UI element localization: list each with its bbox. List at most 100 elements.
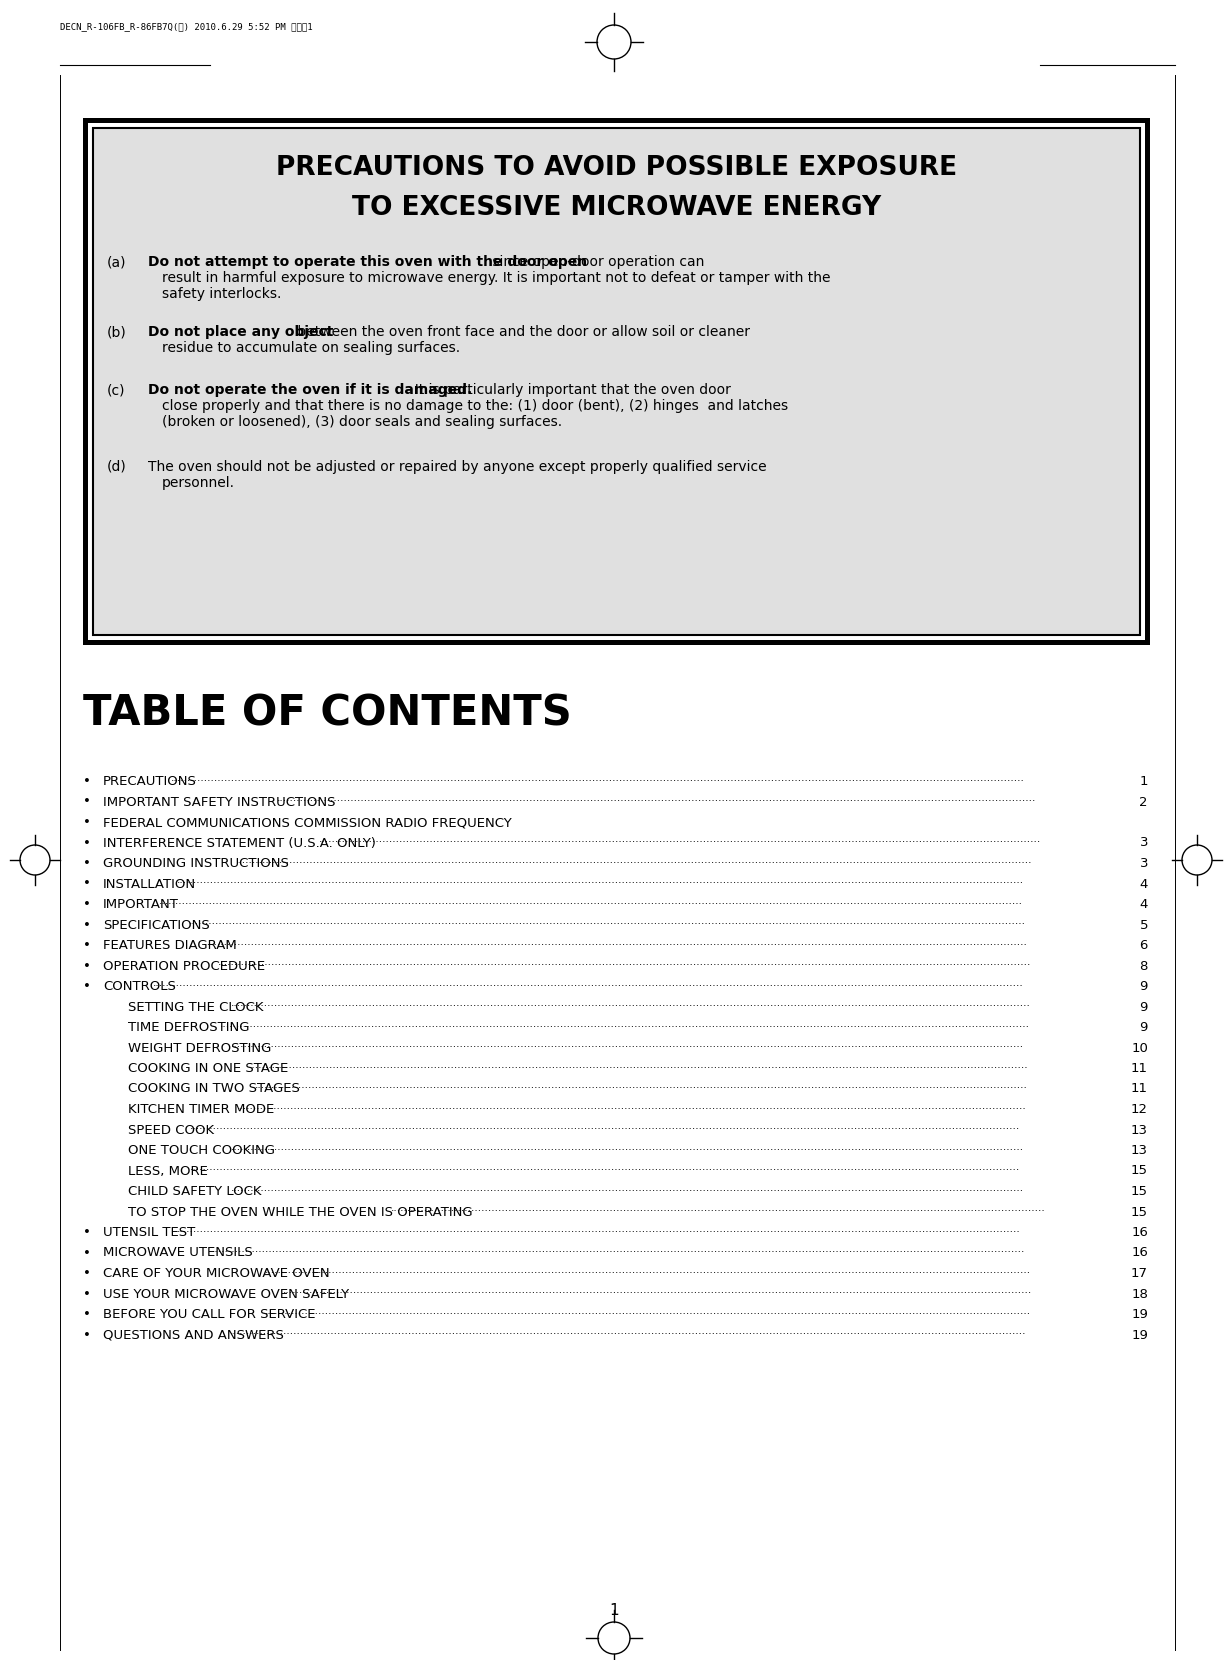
Text: KITCHEN TIMER MODE: KITCHEN TIMER MODE [128,1102,274,1116]
Text: 16: 16 [1131,1227,1148,1238]
Text: •: • [84,1328,91,1341]
Text: •: • [84,1267,91,1280]
Text: •: • [84,1308,91,1321]
Text: 3: 3 [1139,857,1148,870]
Text: Do not operate the oven if it is damaged.: Do not operate the oven if it is damaged… [147,383,472,397]
Text: 2: 2 [1139,795,1148,808]
Text: ················································································: ········································… [391,1207,1046,1217]
Text: 1: 1 [610,1602,619,1617]
Text: CONTROLS: CONTROLS [103,979,176,993]
Text: ················································································: ········································… [249,1062,1029,1072]
Text: TO EXCESSIVE MICROWAVE ENERGY: TO EXCESSIVE MICROWAVE ENERGY [351,194,881,221]
Text: UTENSIL TEST: UTENSIL TEST [103,1227,195,1238]
Text: 15: 15 [1131,1185,1148,1199]
Text: 1: 1 [1139,775,1148,788]
Text: (d): (d) [107,460,127,475]
Text: Do not attempt to operate this oven with the door open: Do not attempt to operate this oven with… [147,256,587,269]
Text: •: • [84,1227,91,1238]
Text: ················································································: ········································… [231,1145,1025,1155]
Text: result in harmful exposure to microwave energy. It is important not to defeat or: result in harmful exposure to microwave … [162,271,831,286]
Text: SETTING THE CLOCK: SETTING THE CLOCK [128,1001,263,1014]
Bar [93,128,1141,636]
Text: 4: 4 [1139,898,1148,911]
Text: The oven should not be adjusted or repaired by anyone except properly qualified : The oven should not be adjusted or repai… [147,460,767,475]
Text: ················································································: ········································… [237,1104,1027,1114]
Text: 6: 6 [1139,940,1148,951]
Text: ONE TOUCH COOKING: ONE TOUCH COOKING [128,1144,275,1157]
Text: 3: 3 [1139,837,1148,850]
Text: residue to accumulate on sealing surfaces.: residue to accumulate on sealing surface… [162,340,460,355]
Text: •: • [84,959,91,973]
Text: 9: 9 [1139,1021,1148,1034]
Text: close properly and that there is no damage to the: (1) door (bent), (2) hinges  : close properly and that there is no dama… [162,398,788,413]
Text: ················································································: ········································… [190,1124,1020,1134]
Text: COOKING IN TWO STAGES: COOKING IN TWO STAGES [128,1082,300,1096]
Text: ················································································: ········································… [190,1165,1020,1175]
Text: ················································································: ········································… [230,1330,1026,1340]
Text: •: • [84,940,91,951]
Text: 5: 5 [1139,918,1148,931]
Text: (b): (b) [107,325,127,339]
Text: ················································································: ········································… [231,1185,1025,1195]
Text: 10: 10 [1131,1041,1148,1054]
Text: SPEED COOK: SPEED COOK [128,1124,214,1137]
Text: •: • [84,1247,91,1260]
Text: TIME DEFROSTING: TIME DEFROSTING [128,1021,249,1034]
Text: 16: 16 [1131,1247,1148,1260]
Text: BEFORE YOU CALL FOR SERVICE: BEFORE YOU CALL FOR SERVICE [103,1308,316,1321]
Text: COOKING IN ONE STAGE: COOKING IN ONE STAGE [128,1062,289,1076]
Text: 19: 19 [1131,1328,1148,1341]
Text: ················································································: ········································… [265,1268,1031,1278]
Text: FEDERAL COMMUNICATIONS COMMISSION RADIO FREQUENCY: FEDERAL COMMUNICATIONS COMMISSION RADIO … [103,817,511,828]
Text: ················································································: ········································… [218,961,1031,971]
Text: IMPORTANT SAFETY INSTRUCTIONS: IMPORTANT SAFETY INSTRUCTIONS [103,795,336,808]
Text: 15: 15 [1131,1165,1148,1177]
Text: 9: 9 [1139,979,1148,993]
Text: •: • [84,775,91,788]
Text: GROUNDING INSTRUCTIONS: GROUNDING INSTRUCTIONS [103,857,289,870]
Text: INTERFERENCE STATEMENT (U.S.A. ONLY): INTERFERENCE STATEMENT (U.S.A. ONLY) [103,837,376,850]
Text: (a): (a) [107,256,127,269]
Text: 15: 15 [1131,1205,1148,1218]
Text: 12: 12 [1131,1102,1148,1116]
Text: TO STOP THE OVEN WHILE THE OVEN IS OPERATING: TO STOP THE OVEN WHILE THE OVEN IS OPERA… [128,1205,473,1218]
Text: •: • [84,1288,91,1300]
Text: ················································································: ········································… [265,1310,1031,1320]
Text: USE YOUR MICROWAVE OVEN SAFELY: USE YOUR MICROWAVE OVEN SAFELY [103,1288,349,1300]
Bar [88,123,1145,641]
Text: It is particularly important that the oven door: It is particularly important that the ov… [407,383,731,397]
Text: 13: 13 [1131,1124,1148,1137]
Text: DECN_R-106FB_R-86FB7Q(영) 2010.6.29 5:52 PM 페이직1: DECN_R-106FB_R-86FB7Q(영) 2010.6.29 5:52 … [60,22,312,32]
Text: PRECAUTIONS TO AVOID POSSIBLE EXPOSURE: PRECAUTIONS TO AVOID POSSIBLE EXPOSURE [277,154,957,181]
Text: •: • [84,817,91,828]
Text: 4: 4 [1139,878,1148,890]
Text: •: • [84,918,91,931]
Text: ················································································: ········································… [236,858,1032,868]
Text: QUESTIONS AND ANSWERS: QUESTIONS AND ANSWERS [103,1328,284,1341]
Text: •: • [84,878,91,890]
Text: ················································································: ········································… [318,838,1041,848]
Bar [84,118,1150,646]
Text: ················································································: ········································… [231,1001,1031,1011]
Text: 13: 13 [1131,1144,1148,1157]
Text: ················································································: ········································… [177,878,1024,888]
Text: 11: 11 [1131,1082,1148,1096]
Text: OPERATION PROCEDURE: OPERATION PROCEDURE [103,959,265,973]
Text: 11: 11 [1131,1062,1148,1076]
Text: ················································································: ········································… [188,920,1025,930]
Text: •: • [84,898,91,911]
Text: ················································································: ········································… [283,1288,1032,1298]
Text: •: • [84,795,91,808]
Text: personnel.: personnel. [162,476,235,490]
Text: 17: 17 [1131,1267,1148,1280]
Text: CHILD SAFETY LOCK: CHILD SAFETY LOCK [128,1185,262,1199]
Text: SPECIFICATIONS: SPECIFICATIONS [103,918,210,931]
Text: since open-door operation can: since open-door operation can [488,256,704,269]
Text: LESS, MORE: LESS, MORE [128,1165,208,1177]
Text: ················································································: ········································… [277,797,1036,807]
Text: ················································································: ········································… [254,1084,1027,1094]
Text: ················································································: ········································… [231,1042,1025,1052]
Text: IMPORTANT: IMPORTANT [103,898,179,911]
Text: (broken or loosened), (3) door seals and sealing surfaces.: (broken or loosened), (3) door seals and… [162,415,562,428]
Text: FEATURES DIAGRAM: FEATURES DIAGRAM [103,940,237,951]
